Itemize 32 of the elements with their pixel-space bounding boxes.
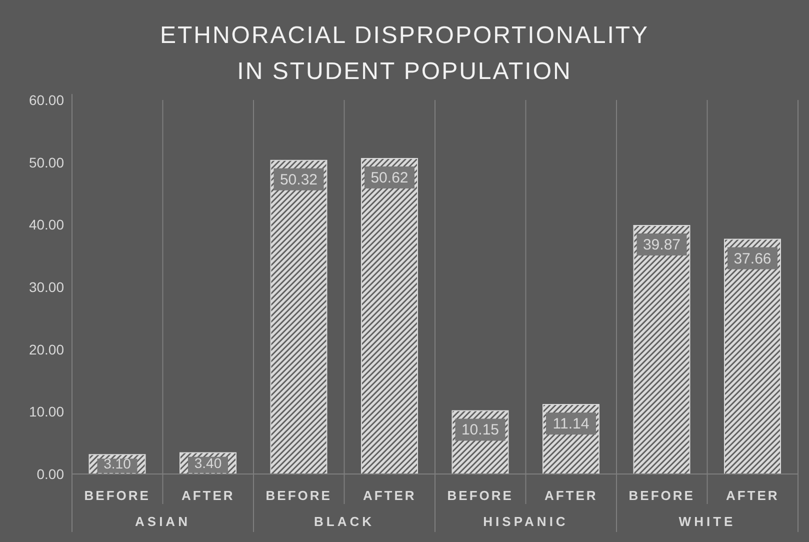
- y-tick-label: 10.00: [28, 404, 64, 420]
- x-tick-label: AFTER: [362, 488, 416, 503]
- data-label: 3.10: [104, 456, 132, 472]
- data-label: 3.40: [194, 454, 222, 471]
- text: HISPANIC: [483, 514, 568, 529]
- x-tick-label: BEFORE: [447, 488, 514, 503]
- y-tick-label: 0.00: [36, 466, 64, 482]
- data-label: 50.32: [280, 171, 318, 188]
- data-label: 11.14: [552, 416, 590, 433]
- bar: [270, 160, 328, 474]
- data-label: 39.87: [642, 236, 681, 254]
- y-tick-label: 30.00: [28, 278, 64, 295]
- x-tick-label: AFTER: [544, 488, 598, 503]
- text: BLACK: [314, 514, 374, 529]
- y-tick-label: 40.00: [28, 216, 64, 233]
- y-tick-label: 60.00: [28, 92, 64, 108]
- bar: [724, 238, 781, 474]
- text: ASIAN: [135, 514, 190, 529]
- x-tick-label: BEFORE: [266, 488, 332, 503]
- data-label: 50.62: [370, 169, 408, 186]
- chart-title: ETHNORACIAL DISPROPORTIONALITY IN STUDENT POPULATION: [160, 22, 650, 85]
- x-tick-label: BEFORE: [84, 488, 150, 503]
- text: WHITE: [678, 514, 736, 529]
- data-label: 10.15: [461, 422, 500, 439]
- bar: [360, 158, 418, 474]
- x-tick-label: AFTER: [726, 488, 780, 503]
- y-tick-label: 50.00: [28, 154, 64, 170]
- x-tick-label: AFTER: [181, 488, 235, 503]
- y-tick-label: 20.00: [28, 341, 64, 358]
- x-tick-label: BEFORE: [628, 488, 695, 503]
- data-label: 37.66: [734, 250, 772, 268]
- bar: [633, 224, 690, 474]
